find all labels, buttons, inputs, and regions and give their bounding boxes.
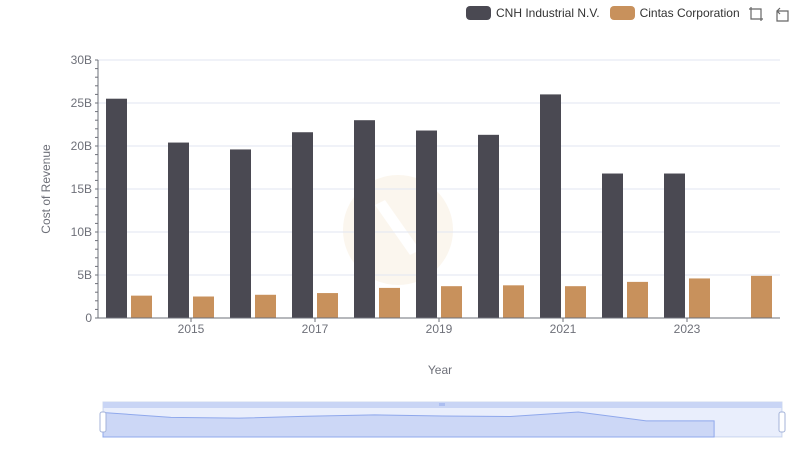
bar-cnh-2016[interactable] xyxy=(230,149,251,318)
y-tick-label: 20B xyxy=(71,139,92,153)
y-tick-label: 0 xyxy=(85,311,92,325)
bar-cintas-2015[interactable] xyxy=(193,296,214,319)
legend-swatch-cintas xyxy=(609,6,635,20)
y-tick-label: 10B xyxy=(71,225,92,239)
bar-cintas-2020[interactable] xyxy=(503,285,524,318)
bar-cnh-2018[interactable] xyxy=(354,120,375,318)
bar-cnh-2023[interactable] xyxy=(664,173,685,318)
x-axis-title: Year xyxy=(428,363,452,377)
data-zoom-slider[interactable] xyxy=(99,401,786,438)
data-zoom-preview-area xyxy=(102,411,715,438)
legend-label-cnh: CNH Industrial N.V. xyxy=(496,6,600,20)
y-tick-label: 15B xyxy=(71,182,92,196)
bar-cnh-2021[interactable] xyxy=(540,94,561,319)
bar-cintas-2021[interactable] xyxy=(565,286,586,318)
bars-layer xyxy=(106,94,772,319)
y-tick-label: 5B xyxy=(77,268,92,282)
bar-cnh-2015[interactable] xyxy=(168,142,189,318)
data-zoom-grip-icon[interactable] xyxy=(439,403,445,406)
bar-cintas-2016[interactable] xyxy=(255,294,276,318)
zoom-icon[interactable] xyxy=(748,6,764,22)
bar-cintas-2022[interactable] xyxy=(627,281,648,318)
bar-cintas-2017[interactable] xyxy=(317,293,338,318)
bar-cnh-2014[interactable] xyxy=(106,98,127,318)
x-tick-label: 2019 xyxy=(426,322,453,336)
bar-cintas-2014[interactable] xyxy=(131,295,152,318)
bar-cnh-2020[interactable] xyxy=(478,134,499,318)
y-tick-label: 30B xyxy=(71,53,92,67)
x-tick-label: 2015 xyxy=(178,322,205,336)
chart-toolbox xyxy=(748,6,800,22)
data-zoom-handle-left[interactable] xyxy=(99,411,107,433)
bar-cintas-2023[interactable] xyxy=(689,278,710,318)
data-zoom-handle-right[interactable] xyxy=(778,411,786,433)
bar-cintas-2024[interactable] xyxy=(751,275,772,318)
bar-cintas-2019[interactable] xyxy=(441,286,462,318)
x-tick-label: 2021 xyxy=(550,322,577,336)
reset-icon[interactable] xyxy=(774,6,790,22)
bar-cnh-2019[interactable] xyxy=(416,130,437,318)
legend-swatch-cnh xyxy=(466,6,491,20)
y-axis-title: Cost of Revenue xyxy=(39,144,53,234)
axes-layer: 0 5B 10B 15B 20B 25B 30B 2015 2017 2019 2021 2023 xyxy=(71,53,780,336)
y-tick-label: 25B xyxy=(71,96,92,110)
chart-legend: CNH Industrial N.V. Cintas Corporation xyxy=(466,4,750,22)
legend-item-cnh[interactable]: CNH Industrial N.V. xyxy=(466,6,600,20)
x-tick-label: 2017 xyxy=(302,322,329,336)
bar-cintas-2018[interactable] xyxy=(379,287,400,318)
legend-label-cintas: Cintas Corporation xyxy=(639,6,740,20)
bar-cnh-2022[interactable] xyxy=(602,173,623,318)
legend-item-cintas[interactable]: Cintas Corporation xyxy=(609,6,740,20)
x-tick-label: 2023 xyxy=(674,322,701,336)
bar-cnh-2017[interactable] xyxy=(292,132,313,318)
